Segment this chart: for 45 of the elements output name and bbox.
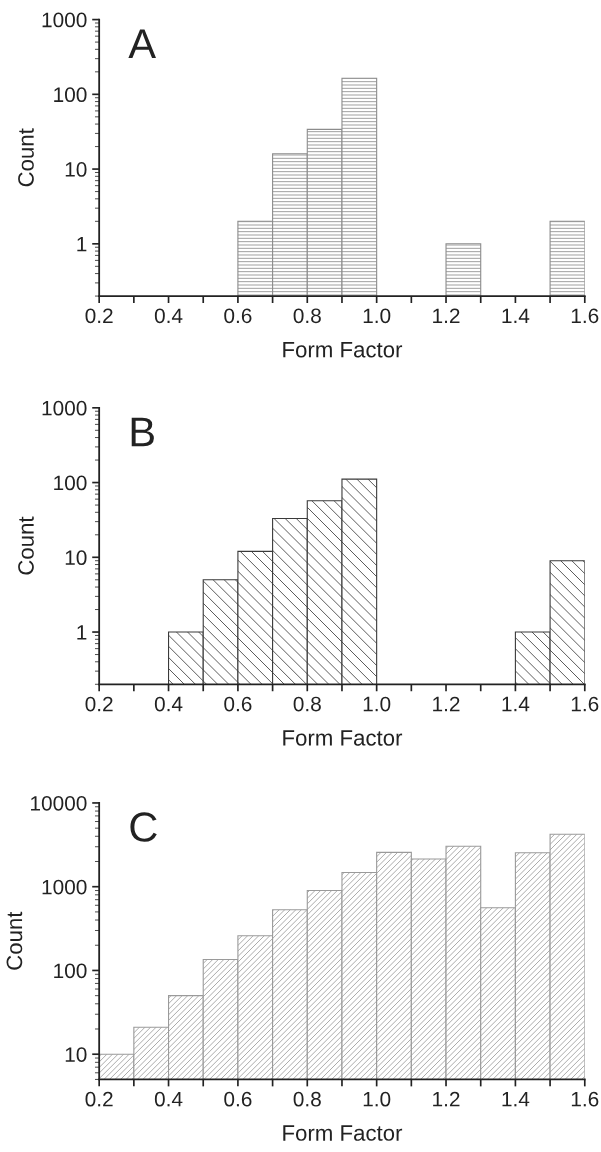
x-axis-title: Form Factor	[283, 730, 403, 746]
x-tick-label: 1.4	[502, 308, 530, 323]
x-tick-label: 1.0	[363, 1091, 391, 1107]
y-tick-label: 1	[77, 625, 87, 640]
x-tick-label: 0.2	[85, 696, 113, 712]
x-tick-label: 1.2	[433, 696, 460, 712]
y-tick-label: 10000	[31, 795, 87, 811]
x-tick-label: 1.6	[571, 308, 599, 324]
x-tick-label: 0.4	[154, 308, 183, 324]
x-axis-title: Form Factor	[283, 341, 403, 358]
x-tick-label: 0.6	[224, 696, 252, 712]
chart-title: B	[131, 417, 154, 447]
y-tick-label: 1000	[42, 12, 87, 28]
x-tick-label: 0.6	[224, 308, 252, 324]
y-axis-title: Count	[6, 911, 23, 970]
x-tick-label: 1.6	[571, 1091, 599, 1107]
y-axis-title: Count	[18, 128, 34, 187]
x-tick-label: 1.4	[502, 696, 530, 712]
x-tick-label: 1.6	[571, 696, 599, 712]
x-tick-label: 1.2	[433, 308, 460, 323]
y-tick-label: 100	[54, 87, 87, 103]
y-axis-title: Count	[18, 516, 34, 575]
x-tick-label: 0.4	[154, 696, 183, 712]
x-tick-label: 0.8	[293, 308, 321, 324]
y-tick-label: 1000	[42, 400, 87, 416]
chart-title: C	[130, 812, 157, 842]
x-tick-label: 1.4	[502, 1091, 530, 1107]
y-tick-label: 10	[65, 1047, 87, 1062]
chart-title: A	[128, 29, 157, 59]
x-tick-label: 0.8	[293, 696, 321, 712]
x-tick-label: 0.2	[85, 1091, 113, 1107]
y-tick-label: 1000	[42, 879, 87, 895]
x-tick-label: 0.4	[154, 1091, 183, 1107]
x-tick-label: 0.8	[293, 1091, 321, 1107]
x-tick-label: 0.2	[85, 308, 113, 324]
x-axis-title: Form Factor	[283, 1125, 403, 1141]
x-tick-label: 1.0	[363, 696, 391, 712]
y-tick-label: 100	[54, 475, 87, 491]
x-tick-label: 1.2	[433, 1091, 460, 1107]
y-tick-label: 100	[54, 963, 87, 979]
y-tick-label: 10	[65, 162, 87, 177]
y-tick-label: 10	[65, 550, 87, 566]
y-tick-label: 1	[77, 237, 87, 252]
x-tick-label: 1.0	[363, 308, 391, 324]
x-tick-label: 0.6	[224, 1091, 252, 1107]
